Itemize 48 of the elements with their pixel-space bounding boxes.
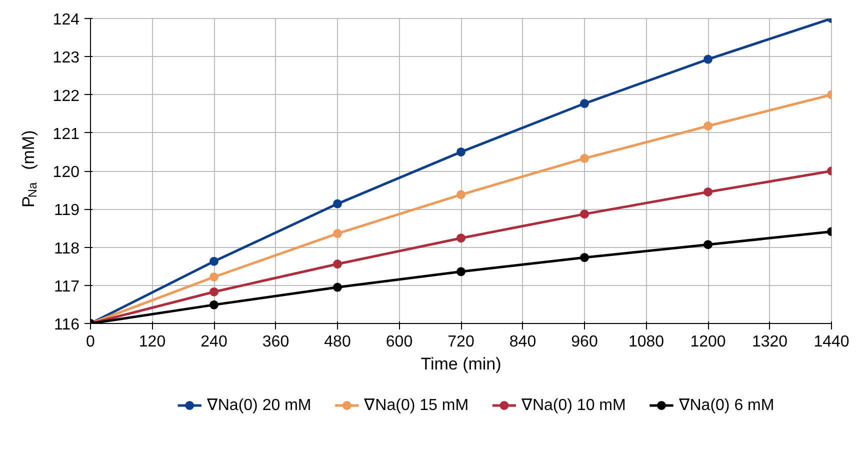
x-tick-label: 1320 <box>752 334 788 350</box>
x-tick-label: 840 <box>509 334 536 350</box>
point <box>456 147 466 156</box>
y-tick-label: 123 <box>52 50 80 67</box>
point <box>333 199 342 208</box>
legend-label: ∇Na(0) 15 mM <box>363 397 469 414</box>
point <box>210 272 218 282</box>
x-tick-label: 960 <box>571 334 598 350</box>
x-tick-label: 120 <box>138 334 166 350</box>
point <box>210 256 218 266</box>
point <box>580 99 589 108</box>
x-tick-label: 600 <box>386 334 413 350</box>
legend-label: ∇Na(0) 20 mM <box>206 397 312 414</box>
point <box>580 154 589 163</box>
point <box>456 190 466 200</box>
y-tick-label: 121 <box>52 126 80 143</box>
x-tick-label: 480 <box>324 334 351 350</box>
point <box>333 282 342 292</box>
x-tick-label: 360 <box>262 334 290 350</box>
point <box>704 122 712 131</box>
y-tick-label: 117 <box>54 278 80 296</box>
y-tick-label: 118 <box>54 240 80 258</box>
point <box>580 210 589 219</box>
point <box>704 54 712 64</box>
legend-label: ∇Na(0) 6 mM <box>678 397 774 414</box>
point <box>210 300 218 310</box>
x-tick-label: 1440 <box>814 334 850 350</box>
y-tick-label: 124 <box>52 12 80 28</box>
point <box>333 229 342 238</box>
point <box>704 187 712 196</box>
x-axis-title: Time (min) <box>420 354 502 374</box>
point <box>456 234 466 243</box>
point <box>704 240 712 250</box>
point <box>456 267 466 276</box>
point <box>580 253 589 262</box>
point <box>333 260 342 269</box>
y-tick-label: 119 <box>54 202 80 220</box>
x-tick-label: 720 <box>448 334 474 350</box>
point <box>210 287 218 296</box>
x-tick-label: 0 <box>86 334 96 350</box>
y-tick-label: 122 <box>52 88 80 105</box>
x-tick-label: 1080 <box>628 334 664 350</box>
y-tick-label: 120 <box>52 164 80 181</box>
x-tick-label: 1200 <box>690 334 726 350</box>
y-axis-title: PNa (mM) <box>19 130 40 208</box>
x-tick-label: 240 <box>200 334 228 350</box>
legend-label: ∇Na(0) 10 mM <box>520 397 626 414</box>
y-tick-label: 116 <box>54 316 80 334</box>
